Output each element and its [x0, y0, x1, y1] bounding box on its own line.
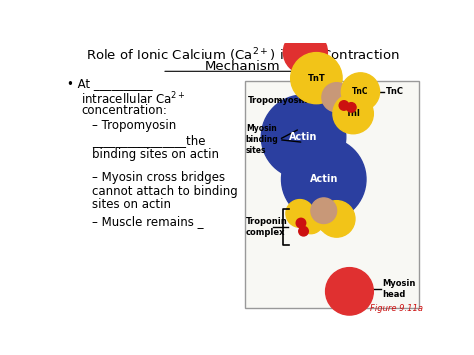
Text: cannot attach to binding: cannot attach to binding — [92, 185, 238, 198]
Text: Myosin
head: Myosin head — [382, 279, 415, 299]
Text: Actin: Actin — [289, 132, 318, 142]
Ellipse shape — [299, 209, 323, 234]
Text: – Muscle remains _: – Muscle remains _ — [92, 215, 204, 228]
Bar — [245, 81, 419, 308]
Ellipse shape — [282, 137, 366, 221]
Text: TnT: TnT — [308, 73, 325, 83]
Text: concentration:: concentration: — [82, 104, 167, 117]
Ellipse shape — [339, 101, 349, 110]
Text: sites on actin: sites on actin — [92, 198, 171, 212]
Text: TnC: TnC — [352, 87, 369, 96]
Text: Myosin
binding
sites: Myosin binding sites — [246, 124, 279, 155]
Ellipse shape — [322, 83, 351, 112]
Ellipse shape — [318, 201, 355, 237]
Text: Figure 9.11a: Figure 9.11a — [370, 304, 423, 313]
Text: ________________the: ________________the — [92, 134, 206, 147]
Text: TnI: TnI — [346, 109, 361, 118]
Ellipse shape — [283, 30, 328, 74]
Ellipse shape — [299, 226, 308, 236]
Text: Mechanism: Mechanism — [205, 60, 281, 73]
Text: • At __________: • At __________ — [66, 77, 152, 90]
Text: TnC: TnC — [385, 87, 403, 96]
Ellipse shape — [261, 95, 346, 179]
Ellipse shape — [333, 94, 374, 134]
Ellipse shape — [317, 212, 337, 232]
Text: binding sites on actin: binding sites on actin — [92, 148, 219, 161]
Text: Tropomyosin: Tropomyosin — [248, 95, 308, 104]
Text: – Tropomyosin: – Tropomyosin — [92, 119, 176, 132]
Text: Troponin
complex: Troponin complex — [246, 217, 288, 237]
Text: Actin: Actin — [310, 174, 338, 184]
Ellipse shape — [286, 200, 314, 227]
Ellipse shape — [291, 53, 342, 104]
Ellipse shape — [341, 73, 380, 111]
Ellipse shape — [311, 198, 337, 224]
Text: intracellular Ca$^{2+}$: intracellular Ca$^{2+}$ — [82, 91, 186, 107]
Ellipse shape — [296, 218, 306, 228]
Text: Role of Ionic Calcium (Ca$^{2+}$) in the Contraction: Role of Ionic Calcium (Ca$^{2+}$) in the… — [86, 47, 400, 64]
Ellipse shape — [326, 268, 374, 315]
Text: – Myosin cross bridges: – Myosin cross bridges — [92, 171, 226, 184]
Ellipse shape — [346, 103, 356, 112]
